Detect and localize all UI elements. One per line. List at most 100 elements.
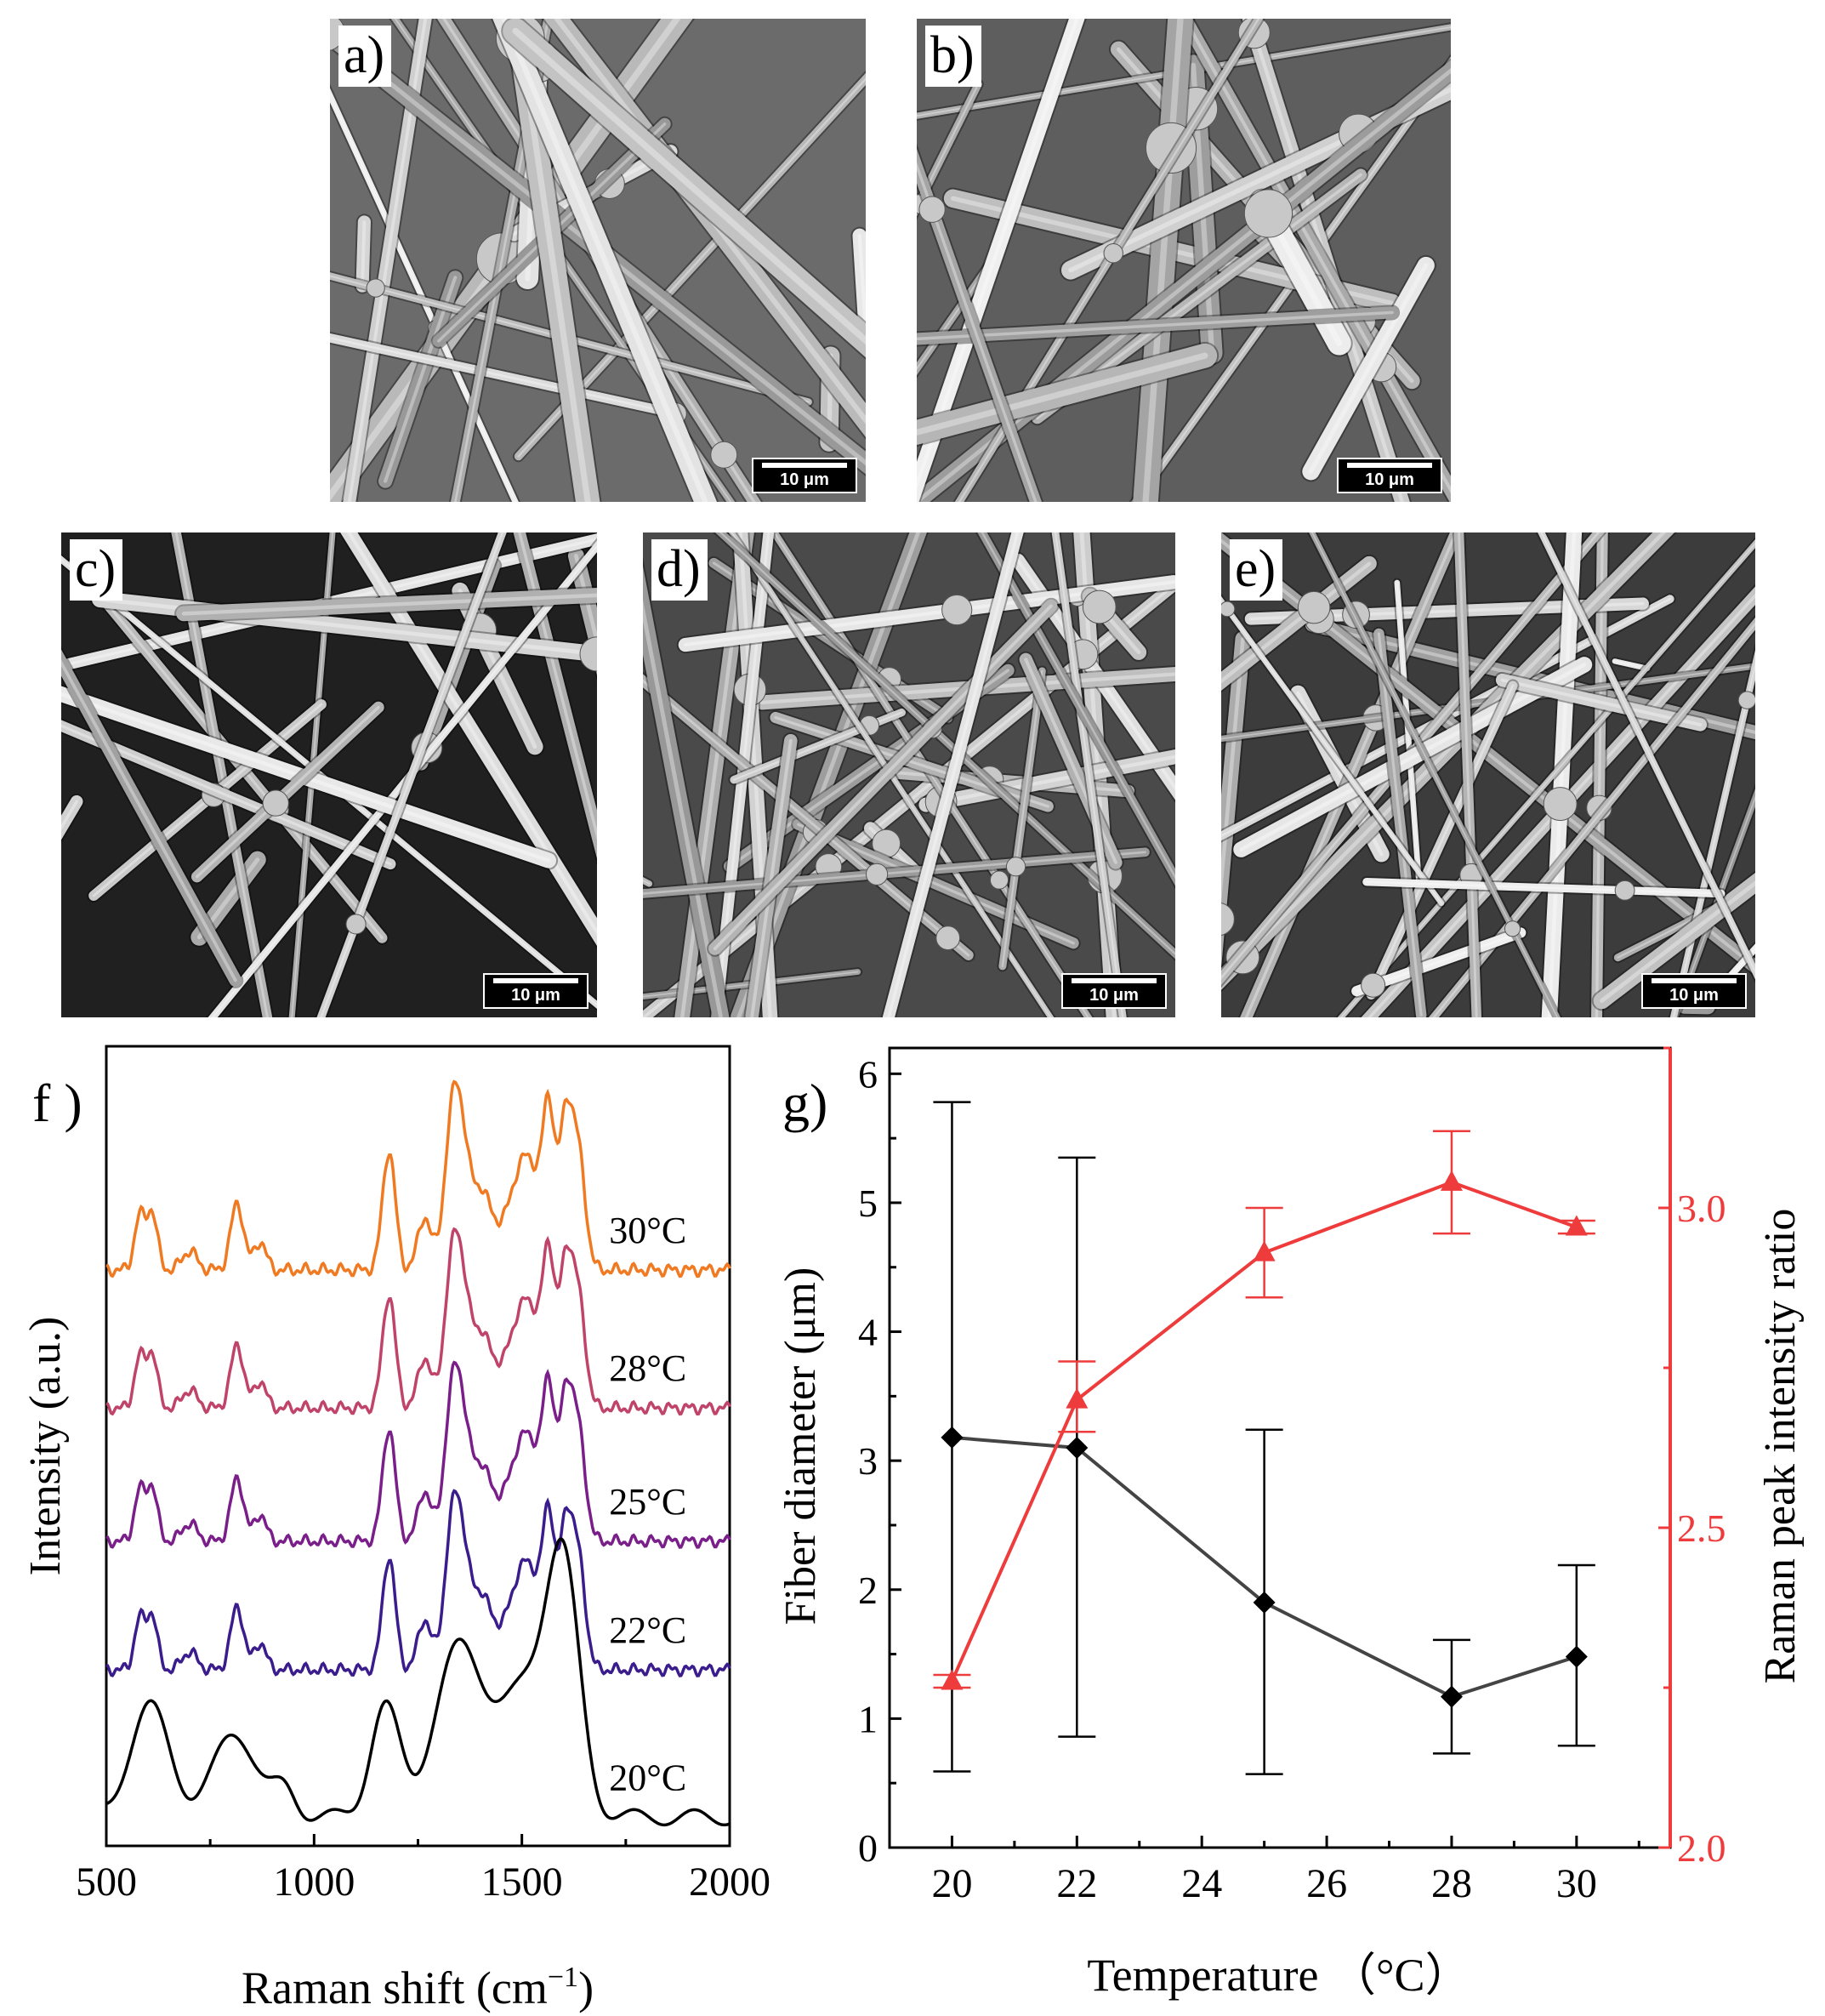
fiber-highlight [1182,19,1451,494]
fiber-highlight [1311,532,1559,1017]
fiber-highlight [384,276,458,483]
fiber [61,649,242,987]
y-axis-label: Intensity (a.u.) [21,1317,70,1576]
fiber-highlight [713,604,1053,951]
fiber [1373,628,1427,1017]
fiber [708,599,1058,955]
y-tick-label: 2 [858,1569,878,1612]
fiber-texture [61,532,597,1017]
fiber-texture [330,19,866,502]
panel-label: d) [651,539,708,601]
bead [1504,920,1521,937]
fiber-highlight [1142,19,1184,502]
fiber-highlight [643,679,970,957]
fiber-highlight [1396,582,1420,881]
fiber-highlight [1024,658,1117,864]
fiber-highlight [1001,669,1043,967]
x-tick-label: 28 [1431,1861,1472,1906]
fiber-highlight [1054,532,1124,1017]
fiber-highlight [1308,263,1429,474]
fiber-highlight [917,26,1451,117]
bead [1221,601,1236,618]
x-tick-label: 24 [1181,1861,1222,1906]
x-tick-label: 20 [931,1861,972,1906]
fiber [1060,79,1451,280]
fiber-highlight [924,755,1175,807]
data-point [1440,1170,1463,1191]
fiber-highlight [181,593,597,616]
fiber-highlight [512,27,866,345]
fiber-highlight [1458,532,1478,1017]
fiber-highlight [347,19,428,502]
panel-label: c) [70,539,123,601]
bead [941,594,973,626]
bead [1243,189,1293,238]
fiber [643,566,730,1017]
fiber [1394,579,1422,883]
scale-bar: 10 μm [483,973,588,1009]
fiber [316,532,507,1017]
bead [1614,880,1635,901]
fiber [917,306,1399,345]
bead [1082,589,1117,624]
fiber-highlight [1367,593,1755,1017]
bead [1005,857,1026,877]
bead [865,863,889,886]
fiber-highlight [917,162,1038,502]
fiber-highlight [1221,636,1245,904]
fiber [343,19,432,502]
fiber [330,88,519,502]
series-label: 20°C [609,1757,686,1798]
fiber-highlight [554,19,866,424]
fiber-highlight [1500,678,1703,726]
fiber-highlight [1221,599,1442,904]
fiber [1233,657,1593,857]
fiber-highlight [1540,532,1755,974]
series-label: 25°C [609,1481,686,1523]
fiber-highlight [361,220,367,288]
fiber-highlight [719,532,1175,955]
bead [1361,972,1386,998]
panel-label: e) [1230,539,1283,601]
series-line [105,1537,731,1827]
fiber-highlight [1600,880,1755,1003]
y2-tick-label: 2.0 [1677,1826,1726,1870]
data-point [941,1426,964,1449]
fiber [1176,19,1451,502]
scale-bar: 10 μm [752,458,857,493]
bead [1297,590,1331,624]
bead [1221,903,1235,936]
data-point [1440,1685,1463,1708]
fiber-highlight [1369,684,1515,996]
scale-bar: 10 μm [1641,973,1747,1009]
bead [1737,691,1755,709]
bead [345,914,367,935]
fiber-texture [1221,532,1755,1017]
fiber-highlight [643,971,859,998]
fiber [190,701,384,883]
fiber-highlight [574,554,597,650]
y-tick-label: 3 [858,1439,878,1483]
x-tick-label: 22 [1056,1861,1097,1906]
y-axis-label: Fiber diameter (μm) [776,1267,825,1626]
y-tick-label: 5 [858,1182,878,1225]
series-label: 22°C [609,1609,686,1651]
x-tick-label: 26 [1306,1861,1347,1906]
fiber [1538,532,1755,980]
data-point [1066,1387,1089,1409]
y2-tick-label: 2.5 [1677,1506,1726,1550]
fiber-highlight [1377,632,1423,1017]
data-point [1066,1437,1089,1459]
fiber-highlight [857,233,866,324]
bead [262,789,289,817]
fiber [1366,681,1518,1000]
fiber [917,80,982,217]
fiber-highlight [501,19,708,502]
fiber [330,333,685,419]
sem-panel-c: c) 10 μm [61,532,597,1017]
series-label: 30°C [609,1210,686,1251]
fiber [998,667,1046,971]
y2-axis-label: Raman peak intensity ratio [1756,1209,1805,1684]
fiber-highlight [981,532,1175,880]
fiber-highlight [1614,660,1649,669]
